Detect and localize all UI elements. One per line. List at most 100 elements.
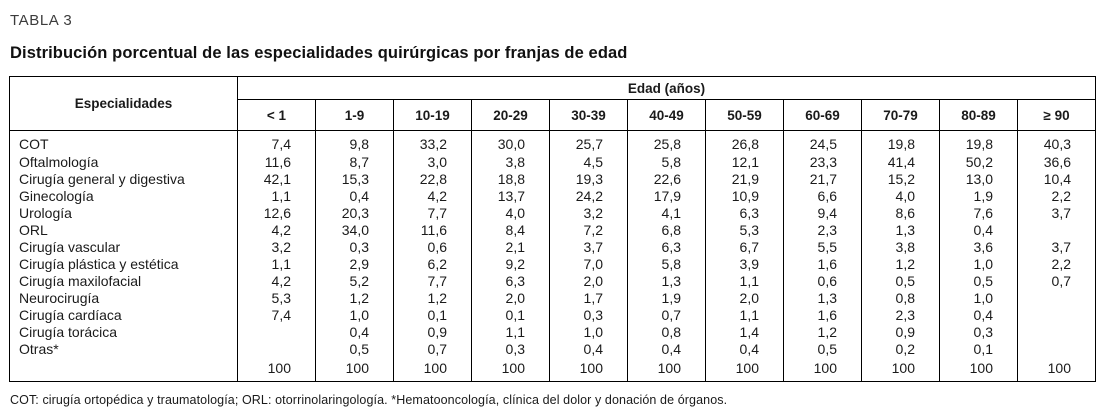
cell-value: 6,6 [783,188,862,205]
cell-value: 0,5 [783,341,862,358]
age-column-header: 80-89 [939,99,1018,131]
table-footnote: COT: cirugía ortopédica y traumatología;… [10,393,728,407]
cell-value [1017,307,1096,324]
cell-value: 2,1 [471,239,550,256]
cell-value: 34,0 [315,222,394,239]
cell-value: 21,7 [783,171,862,188]
cell-value: 1,3 [861,222,940,239]
table-row: ORL 4,2 34,0 11,6 8,4 7,2 6,8 5,3 2,3 1,3 0,4 [10,222,1096,239]
cell-value: 0,4 [549,341,628,358]
cell-value: 3,8 [861,239,940,256]
cell-value: 3,2 [549,205,628,222]
cell-value: 2,2 [1017,256,1096,273]
cell-value: 1,3 [627,273,706,290]
cell-value: 2,2 [1017,188,1096,205]
cell-value: 3,0 [393,154,472,171]
cell-value: 0,3 [471,341,550,358]
cell-value: 0,4 [315,324,394,341]
cell-value: 1,2 [783,324,862,341]
age-column-header: 10-19 [393,99,472,131]
cell-value: 1,6 [783,307,862,324]
cell-value: 17,9 [627,188,706,205]
cell-value: 2,3 [861,307,940,324]
cell-value: 3,9 [705,256,784,273]
total-row: 100 100 100 100 100 100 100 100 100 100 100 [10,358,1096,382]
cell-value: 3,7 [1017,205,1096,222]
table-row: Urología 12,6 20,3 7,7 4,0 3,2 4,1 6,3 9,4 8,6 7,6… [10,205,1096,222]
cell-value: 9,4 [783,205,862,222]
cell-value: 1,6 [783,256,862,273]
table-title: Distribución porcentual de las especiali… [10,44,628,62]
cell-value: 4,0 [471,205,550,222]
header-age-row: < 1 1-9 10-19 20-29 30-39 40-49 50-59 60-69 70-7… [10,99,1096,131]
cell-value: 100 [861,358,940,382]
cell-value: 0,4 [939,307,1018,324]
cell-value [237,341,316,358]
cell-value: 6,3 [471,273,550,290]
age-column-header: < 1 [237,99,316,131]
age-column-header: 50-59 [705,99,784,131]
cell-value: 6,2 [393,256,472,273]
row-label: Neurocirugía [19,290,100,306]
cell-value: 25,8 [627,130,706,154]
cell-value: 42,1 [237,171,316,188]
cell-value: 13,0 [939,171,1018,188]
age-column-header: 40-49 [627,99,706,131]
cell-value: 100 [783,358,862,382]
cell-value: 0,6 [393,239,472,256]
cell-value: 1,9 [939,188,1018,205]
cell-value: 2,9 [315,256,394,273]
table-body: COT 7,4 9,8 33,2 30,0 25,7 25,8 26,8 24,5 19,8 19,… [10,130,1096,382]
cell-value: 1,1 [705,307,784,324]
cell-value: 0,4 [315,188,394,205]
cell-value: 1,1 [471,324,550,341]
cell-value: 1,1 [237,256,316,273]
cell-value: 8,6 [861,205,940,222]
cell-value: 1,3 [783,290,862,307]
cell-value: 19,3 [549,171,628,188]
cell-value: 6,3 [705,205,784,222]
cell-value: 19,8 [939,130,1018,154]
cell-value: 9,2 [471,256,550,273]
table-header: Especialidades Edad (años) < 1 1-9 10-19 20… [9,76,1096,131]
cell-value: 0,1 [393,307,472,324]
cell-value: 25,7 [549,130,628,154]
cell-value: 3,7 [549,239,628,256]
cell-value: 11,6 [393,222,472,239]
cell-value: 2,0 [705,290,784,307]
cell-value: 5,8 [627,256,706,273]
cell-value: 1,0 [315,307,394,324]
cell-value: 19,8 [861,130,940,154]
cell-value: 100 [705,358,784,382]
cell-value: 0,5 [861,273,940,290]
cell-value: 23,3 [783,154,862,171]
cell-value: 6,7 [705,239,784,256]
cell-value: 30,0 [471,130,550,154]
cell-value: 1,2 [861,256,940,273]
row-label: COT [19,135,49,152]
cell-value: 3,6 [939,239,1018,256]
cell-value: 0,8 [627,324,706,341]
table-row: Ginecología 1,1 0,4 4,2 13,7 24,2 17,9 10,9 6,6 4… [10,188,1096,205]
cell-value: 2,3 [783,222,862,239]
row-label: Otras* [19,341,59,357]
cell-value [237,324,316,341]
cell-value: 0,9 [861,324,940,341]
cell-value: 4,5 [549,154,628,171]
cell-value: 4,2 [393,188,472,205]
table-row: Cirugía cardíaca 7,4 1,0 0,1 0,1 0,3 0,7 1,1 1,6… [10,307,1096,324]
cell-value: 100 [1017,358,1096,382]
table-row: Cirugía plástica y estética 1,1 2,9 6,2 9,2 7… [10,256,1096,273]
row-label: Cirugía torácica [19,324,118,340]
cell-value: 12,6 [237,205,316,222]
age-column-header: 30-39 [549,99,628,131]
cell-value: 6,8 [627,222,706,239]
table-row: Cirugía maxilofacial 4,2 5,2 7,7 6,3 2,0 1,3 1,… [10,273,1096,290]
row-label: Urología [19,205,72,221]
cell-value: 36,6 [1017,154,1096,171]
cell-value: 22,8 [393,171,472,188]
cell-value: 2,0 [471,290,550,307]
cell-value: 0,3 [939,324,1018,341]
cell-value: 40,3 [1017,130,1096,154]
